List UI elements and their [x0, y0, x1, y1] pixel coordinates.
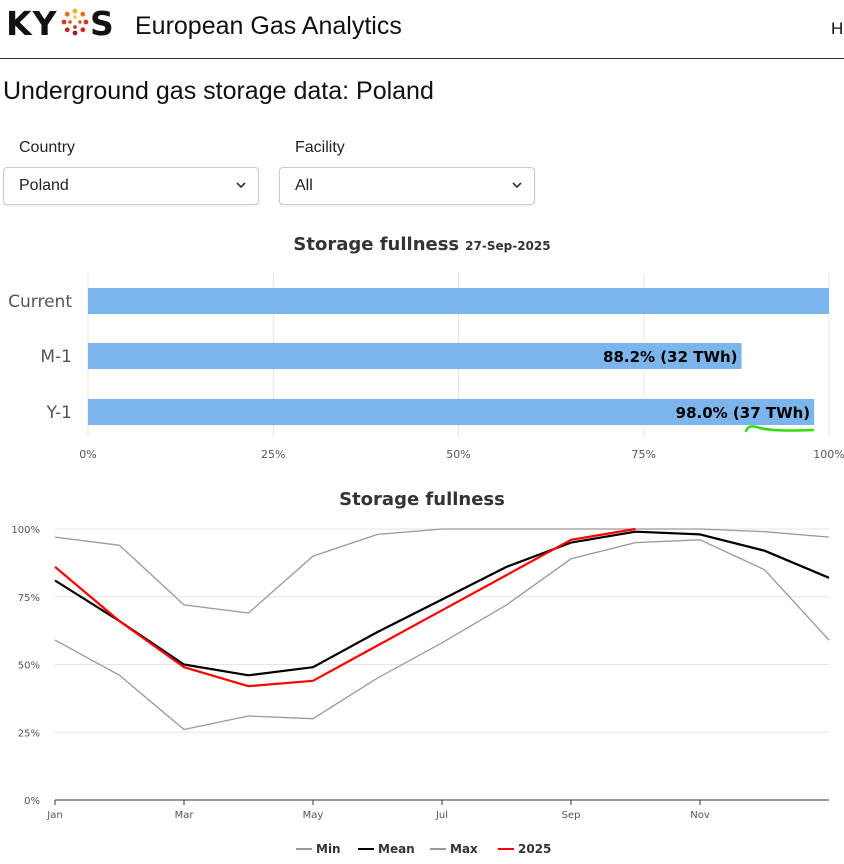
bar-x-tick-label: 50%	[446, 448, 470, 461]
bar-chart-data-labels: 88.2% (32 TWh) 98.0% (37 TWh)	[603, 348, 810, 422]
chevron-down-icon	[236, 182, 246, 189]
line-chart-y-axis: 0% 25% 50% 75% 100%	[11, 525, 40, 807]
bar-x-tick-label: 75%	[632, 448, 656, 461]
svg-text:S: S	[90, 4, 115, 42]
legend-item-2025[interactable]: 2025	[498, 842, 551, 856]
storage-fullness-bar-chart: Storage fullness 27-Sep-2025 Current M-1 Y-…	[8, 234, 844, 461]
line-x-tick-label: Mar	[175, 810, 195, 821]
green-annotation-underline	[744, 425, 815, 433]
line-y-tick-label: 100%	[11, 525, 40, 536]
line-chart-series	[54, 527, 830, 731]
series-line-2025[interactable]	[54, 527, 636, 688]
line-x-tick-label: Sep	[562, 810, 581, 821]
line-chart-grid	[55, 528, 829, 801]
line-x-tick-label: Nov	[690, 810, 710, 821]
storage-fullness-line-chart: Storage fullness 0% 25% 50% 75% 100% Jan Mar M…	[11, 489, 830, 856]
country-label: Country	[19, 139, 76, 156]
line-y-tick-label: 50%	[18, 661, 40, 672]
bar-chart-title-text: Storage fullness	[293, 234, 459, 255]
app-header: KY S European Gas Analytics H	[0, 0, 844, 59]
legend-label: Max	[450, 842, 478, 856]
facility-select-value: All	[295, 177, 313, 194]
line-y-tick-label: 25%	[18, 728, 40, 739]
kyos-logo-graphic: KY S	[6, 4, 115, 43]
legend-item-min[interactable]: Min	[296, 842, 341, 856]
legend-item-mean[interactable]: Mean	[358, 842, 415, 856]
nav-item-partial[interactable]: H	[831, 19, 844, 38]
legend-label: 2025	[518, 842, 551, 856]
bar-chart-title: Storage fullness 27-Sep-2025	[293, 234, 550, 255]
series-line-mean[interactable]	[54, 530, 830, 677]
bar-y-1[interactable]	[88, 399, 815, 425]
facility-label: Facility	[295, 139, 345, 156]
bar-x-tick-label: 0%	[79, 448, 96, 461]
page-title: Underground gas storage data: Poland	[3, 77, 434, 105]
line-chart-x-axis: Jan Mar May Jul Sep Nov	[46, 800, 710, 821]
bar-chart-x-axis: 0% 25% 50% 75% 100%	[79, 448, 844, 461]
legend-item-max[interactable]: Max	[430, 842, 478, 856]
line-y-tick-label: 0%	[24, 796, 40, 807]
bar-current[interactable]	[88, 288, 829, 314]
legend-label: Min	[316, 842, 341, 856]
line-x-tick-label: Jul	[435, 810, 448, 821]
line-x-tick-label: Jan	[46, 810, 62, 821]
legend-label: Mean	[378, 842, 415, 856]
facility-select[interactable]: All	[279, 167, 535, 205]
line-chart-title: Storage fullness	[339, 489, 505, 510]
series-line-max[interactable]	[54, 528, 830, 614]
country-select-value: Poland	[19, 177, 69, 194]
app-title: European Gas Analytics	[135, 12, 402, 40]
line-y-tick-label: 75%	[18, 593, 40, 604]
bar-m-1[interactable]	[88, 343, 742, 369]
bar-category-label: M-1	[40, 347, 72, 367]
line-x-tick-label: May	[303, 810, 324, 821]
bar-x-tick-label: 25%	[261, 448, 285, 461]
svg-text:KY: KY	[6, 4, 58, 42]
chevron-down-icon	[512, 182, 522, 189]
series-line-min[interactable]	[54, 539, 830, 731]
country-select[interactable]: Poland	[3, 167, 259, 205]
bar-data-label: 88.2% (32 TWh)	[603, 348, 738, 366]
bar-data-label: 98.0% (37 TWh)	[676, 404, 811, 422]
bar-chart-subtitle: 27-Sep-2025	[465, 239, 550, 253]
line-chart-legend[interactable]: Min Mean Max 2025	[296, 842, 551, 856]
bar-category-label: Y-1	[46, 403, 72, 423]
bar-chart-bars	[88, 288, 829, 425]
kyos-logo[interactable]: KY S	[6, 2, 118, 50]
bar-x-tick-label: 100%	[813, 448, 844, 461]
bar-category-label: Current	[8, 292, 72, 312]
bar-chart-category-labels: Current M-1 Y-1	[8, 292, 72, 423]
kyos-dot-ring-icon	[61, 8, 89, 36]
